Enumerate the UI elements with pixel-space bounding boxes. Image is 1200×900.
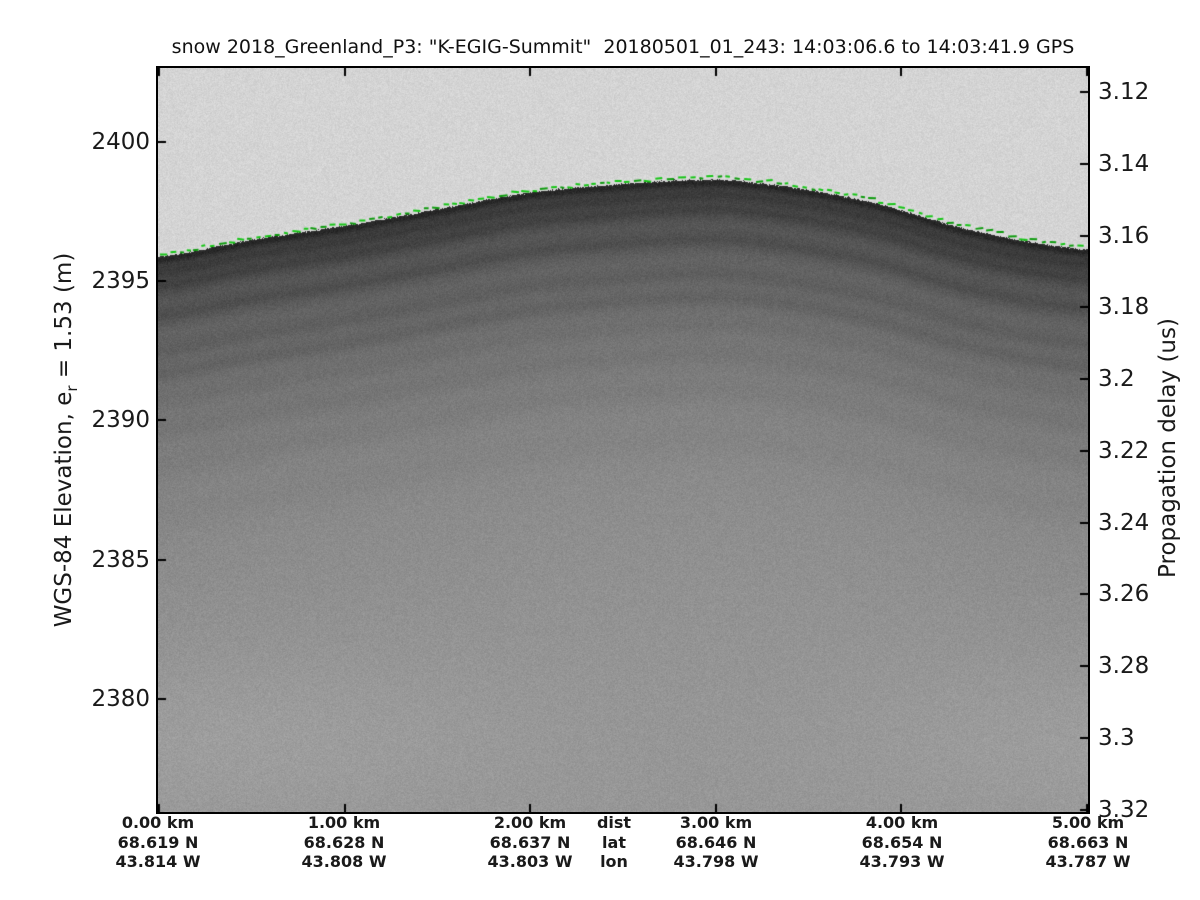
right-axis-tick: 3.14 <box>1098 151 1150 177</box>
left-axis-label-text: WGS-84 Elevation, e <box>51 391 78 628</box>
right-axis-tick: 3.28 <box>1098 653 1150 679</box>
x-tick-column-4: 4.00 km 68.654 N 43.793 W <box>817 813 987 872</box>
xtick-longitude: 43.798 W <box>673 852 759 871</box>
x-tick-column-5: 5.00 km 68.663 N 43.787 W <box>1003 813 1173 872</box>
xtick-longitude: 43.803 W <box>487 852 573 871</box>
xtick-latitude: 68.654 N <box>861 832 943 852</box>
xtick-latitude: 68.619 N <box>117 832 199 852</box>
xtick-longitude: 43.787 W <box>1045 852 1131 871</box>
left-axis-label-subscript: r <box>62 385 81 392</box>
x-tick-column-0: 0.00 km 68.619 N 43.814 W <box>73 813 243 872</box>
right-axis-tick: 3.12 <box>1098 79 1150 105</box>
left-axis-tick: 2385 <box>91 547 150 573</box>
x-tick-column-2: 2.00 km 68.637 N 43.803 W <box>445 813 615 872</box>
right-axis-tick: 3.32 <box>1098 797 1150 823</box>
right-axis-tick: 3.24 <box>1098 510 1150 536</box>
right-axis-tick: 3.26 <box>1098 581 1150 607</box>
plot-border <box>156 66 1090 814</box>
xtick-longitude: 43.808 W <box>301 852 387 871</box>
xtick-latitude: 68.628 N <box>303 832 385 852</box>
right-axis-tick: 3.3 <box>1098 725 1135 751</box>
xtick-distance: 2.00 km <box>493 813 567 832</box>
x-tick-column-3: 3.00 km 68.646 N 43.798 W <box>631 813 801 872</box>
row-legend-lat: lat <box>602 832 626 852</box>
left-axis-label: WGS-84 Elevation, er = 1.53 (m) <box>51 253 81 628</box>
left-axis-tick: 2380 <box>91 686 150 712</box>
xtick-distance: 1.00 km <box>307 813 381 832</box>
xtick-latitude: 68.646 N <box>675 832 757 852</box>
x-axis-row-legend: dist lat lon <box>584 813 644 872</box>
xtick-latitude: 68.663 N <box>1047 832 1129 852</box>
row-legend-dist: dist <box>596 813 632 832</box>
xtick-distance: 4.00 km <box>865 813 939 832</box>
xtick-distance: 0.00 km <box>121 813 195 832</box>
xtick-longitude: 43.793 W <box>859 852 945 871</box>
left-axis-tick: 2395 <box>91 268 150 294</box>
figure-title: snow 2018_Greenland_P3: "K-EGIG-Summit" … <box>171 36 1075 58</box>
xtick-longitude: 43.814 W <box>115 852 201 871</box>
right-axis-tick: 3.2 <box>1098 366 1135 392</box>
xtick-latitude: 68.637 N <box>489 832 571 852</box>
right-axis-tick: 3.18 <box>1098 294 1150 320</box>
right-axis-tick: 3.16 <box>1098 223 1150 249</box>
row-legend-lon: lon <box>600 852 628 871</box>
left-axis-tick: 2400 <box>91 129 150 155</box>
x-tick-column-1: 1.00 km 68.628 N 43.808 W <box>259 813 429 872</box>
xtick-distance: 5.00 km <box>1051 813 1125 832</box>
left-axis-tick: 2390 <box>91 407 150 433</box>
echogram-canvas <box>158 68 1088 812</box>
right-axis-tick: 3.22 <box>1098 438 1150 464</box>
xtick-distance: 3.00 km <box>679 813 753 832</box>
right-axis-label: Propagation delay (us) <box>1155 318 1181 578</box>
left-axis-label-units: = 1.53 (m) <box>51 252 78 386</box>
